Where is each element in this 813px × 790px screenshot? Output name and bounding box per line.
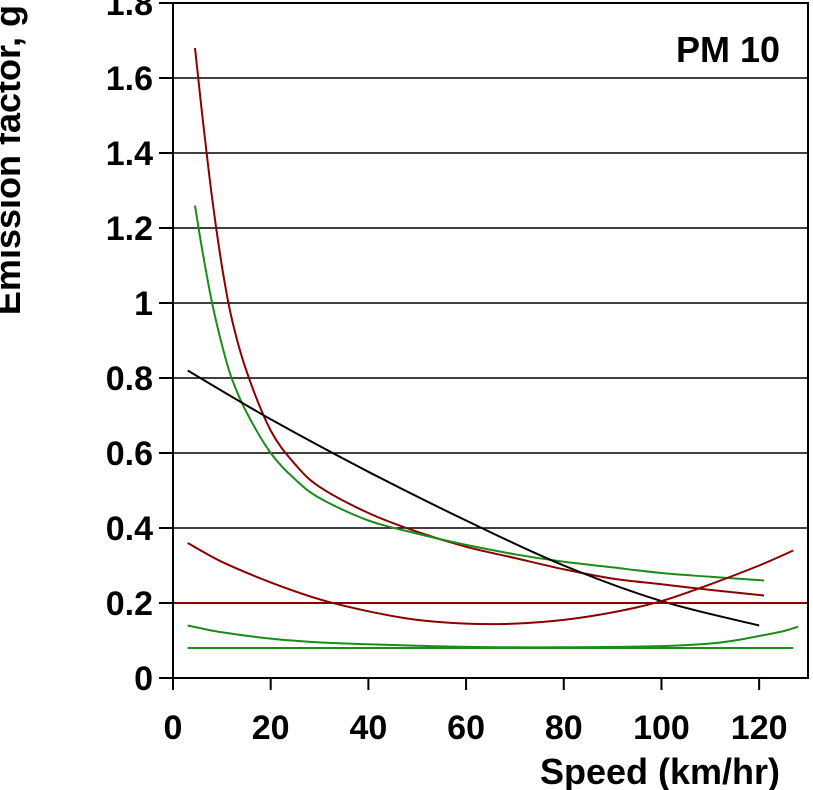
y-tick-label: 0.6 [106, 435, 153, 473]
y-tick-label: 1.8 [106, 0, 153, 23]
series-line-4 [187, 542, 794, 626]
series-layer [173, 47, 808, 649]
x-tick-label: 40 [349, 709, 387, 747]
x-tick-label: 60 [447, 709, 485, 747]
x-axis: 0 20 40 60 80 100 120 [164, 678, 788, 747]
pm10-annotation: PM 10 [676, 29, 780, 70]
series-line-6 [187, 624, 799, 649]
y-tick-label: 1.4 [106, 135, 153, 173]
x-tick-label: 80 [545, 709, 583, 747]
series-line-1 [194, 47, 765, 597]
x-axis-label: Speed (km/hr) [540, 751, 780, 790]
series-line-3 [187, 369, 760, 627]
grid-lines [173, 2, 808, 604]
y-tick-label: 0 [134, 660, 153, 698]
x-tick-label: 120 [731, 709, 788, 747]
y-tick-label: 0.8 [106, 360, 153, 398]
y-axis: 0 0.2 0.4 0.6 0.8 1 1.2 1.4 1.6 1.8 [106, 0, 173, 698]
y-tick-label: 1 [134, 285, 153, 323]
x-tick-label: 0 [164, 709, 183, 747]
y-tick-label: 0.2 [106, 585, 153, 623]
y-tick-label: 1.6 [106, 60, 153, 98]
y-tick-label: 1.2 [106, 210, 153, 248]
y-axis-label: Emission factor, g [0, 5, 28, 315]
x-tick-label: 20 [252, 709, 290, 747]
plot-frame [172, 2, 809, 679]
x-tick-label: 100 [633, 709, 690, 747]
y-tick-label: 0.4 [106, 510, 153, 548]
series-line-2 [194, 205, 765, 582]
